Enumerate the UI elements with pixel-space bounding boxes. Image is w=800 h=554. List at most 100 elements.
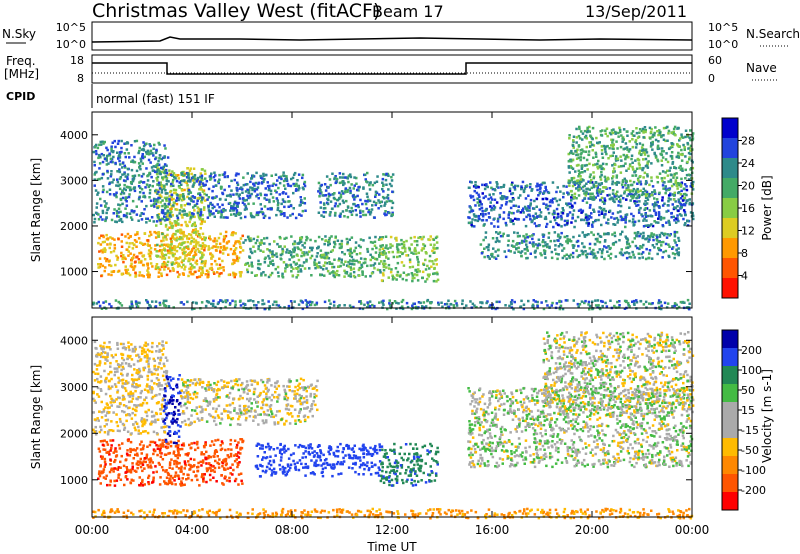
- heatmap-cell: [299, 203, 302, 207]
- heatmap-cell: [574, 149, 577, 153]
- heatmap-cell: [172, 306, 175, 309]
- heatmap-cell: [661, 156, 665, 159]
- heatmap-cell: [251, 174, 255, 177]
- heatmap-cell: [110, 149, 113, 153]
- heatmap-cell: [160, 170, 163, 174]
- heatmap-cell: [192, 206, 195, 209]
- heatmap-cell: [329, 193, 332, 197]
- heatmap-cell: [137, 151, 140, 155]
- heatmap-cell: [405, 273, 408, 277]
- heatmap-cell: [183, 251, 186, 255]
- heatmap-cell: [327, 257, 331, 260]
- heatmap-cell: [681, 136, 685, 139]
- heatmap-cell: [353, 263, 356, 266]
- heatmap-cell: [319, 201, 322, 204]
- heatmap-cell: [588, 125, 591, 129]
- heatmap-cell: [523, 205, 527, 209]
- heatmap-cell: [134, 271, 137, 274]
- heatmap-cell: [677, 145, 680, 148]
- heatmap-cell: [558, 236, 562, 240]
- heatmap-cell: [99, 197, 102, 201]
- heatmap-cell: [375, 257, 379, 261]
- heatmap-cell: [575, 141, 578, 144]
- heatmap-cell: [218, 267, 222, 270]
- heatmap-cell: [168, 220, 172, 224]
- heatmap-cell: [188, 211, 191, 214]
- heatmap-cell: [637, 252, 640, 255]
- heatmap-cell: [165, 183, 168, 186]
- heatmap-cell: [208, 212, 211, 215]
- heatmap-cell: [185, 214, 189, 217]
- heatmap-cell: [209, 210, 212, 213]
- heatmap-cell: [105, 157, 108, 160]
- heatmap-cell: [691, 132, 695, 135]
- heatmap-cell: [631, 190, 635, 193]
- heatmap-cell: [223, 173, 226, 176]
- heatmap-cell: [609, 252, 613, 256]
- heatmap-cell: [425, 277, 429, 281]
- heatmap-cell: [639, 299, 642, 303]
- heatmap-cell: [576, 148, 579, 151]
- heatmap-cell: [611, 175, 615, 178]
- heatmap-cell: [295, 188, 298, 191]
- heatmap-cell: [124, 175, 127, 178]
- heatmap-cell: [146, 243, 149, 246]
- heatmap-cell: [274, 189, 277, 192]
- heatmap-cell: [592, 195, 595, 198]
- heatmap-cell: [262, 172, 265, 176]
- heatmap-cell: [516, 242, 519, 245]
- heatmap-cell: [282, 191, 285, 194]
- heatmap-cell: [152, 197, 156, 201]
- heatmap-cell: [421, 247, 424, 250]
- heatmap-cell: [532, 244, 535, 248]
- heatmap-cell: [666, 174, 670, 177]
- heatmap-cell: [500, 204, 503, 207]
- heatmap-cell: [149, 246, 153, 250]
- heatmap-cell: [375, 246, 378, 250]
- heatmap-cell: [590, 186, 593, 190]
- heatmap-cell: [302, 261, 306, 264]
- heatmap-cell: [250, 177, 253, 180]
- heatmap-cell: [320, 183, 323, 187]
- heatmap-cell: [97, 300, 100, 304]
- heatmap-cell: [420, 249, 424, 252]
- heatmap-cell: [164, 189, 167, 192]
- heatmap-cell: [641, 256, 644, 259]
- heatmap-cell: [200, 174, 204, 177]
- heatmap-cell: [172, 248, 175, 251]
- heatmap-cell: [401, 298, 405, 302]
- heatmap-cell: [158, 187, 162, 190]
- heatmap-cell: [683, 203, 686, 207]
- heatmap-cell: [499, 192, 502, 195]
- heatmap-cell: [310, 274, 313, 277]
- heatmap-cell: [664, 191, 667, 195]
- heatmap-cell: [329, 302, 332, 305]
- heatmap-cell: [139, 241, 142, 244]
- heatmap-cell: [615, 174, 619, 177]
- heatmap-cell: [381, 272, 385, 275]
- heatmap-cell: [278, 235, 282, 239]
- heatmap-cell: [228, 303, 232, 306]
- heatmap-cell: [631, 168, 635, 171]
- heatmap-cell: [194, 448, 197, 452]
- heatmap-cell: [648, 126, 652, 130]
- heatmap-cell: [196, 211, 200, 215]
- heatmap-cell: [124, 196, 128, 199]
- heatmap-cell: [142, 141, 145, 144]
- heatmap-cell: [689, 211, 693, 214]
- heatmap-cell: [641, 149, 644, 152]
- heatmap-cell: [578, 188, 582, 191]
- heatmap-cell: [361, 273, 364, 276]
- heatmap-cell: [161, 204, 164, 208]
- heatmap-cell: [674, 217, 678, 220]
- heatmap-cell: [116, 256, 120, 259]
- heatmap-cell: [667, 200, 670, 203]
- nsearch-tick-low: 10^0: [708, 38, 738, 51]
- heatmap-cell: [599, 133, 603, 137]
- heatmap-cell: [628, 163, 632, 166]
- heatmap-cell: [350, 255, 354, 259]
- heatmap-cell: [650, 179, 653, 183]
- heatmap-cell: [662, 150, 665, 153]
- heatmap-cell: [160, 191, 164, 194]
- heatmap-cell: [428, 267, 431, 270]
